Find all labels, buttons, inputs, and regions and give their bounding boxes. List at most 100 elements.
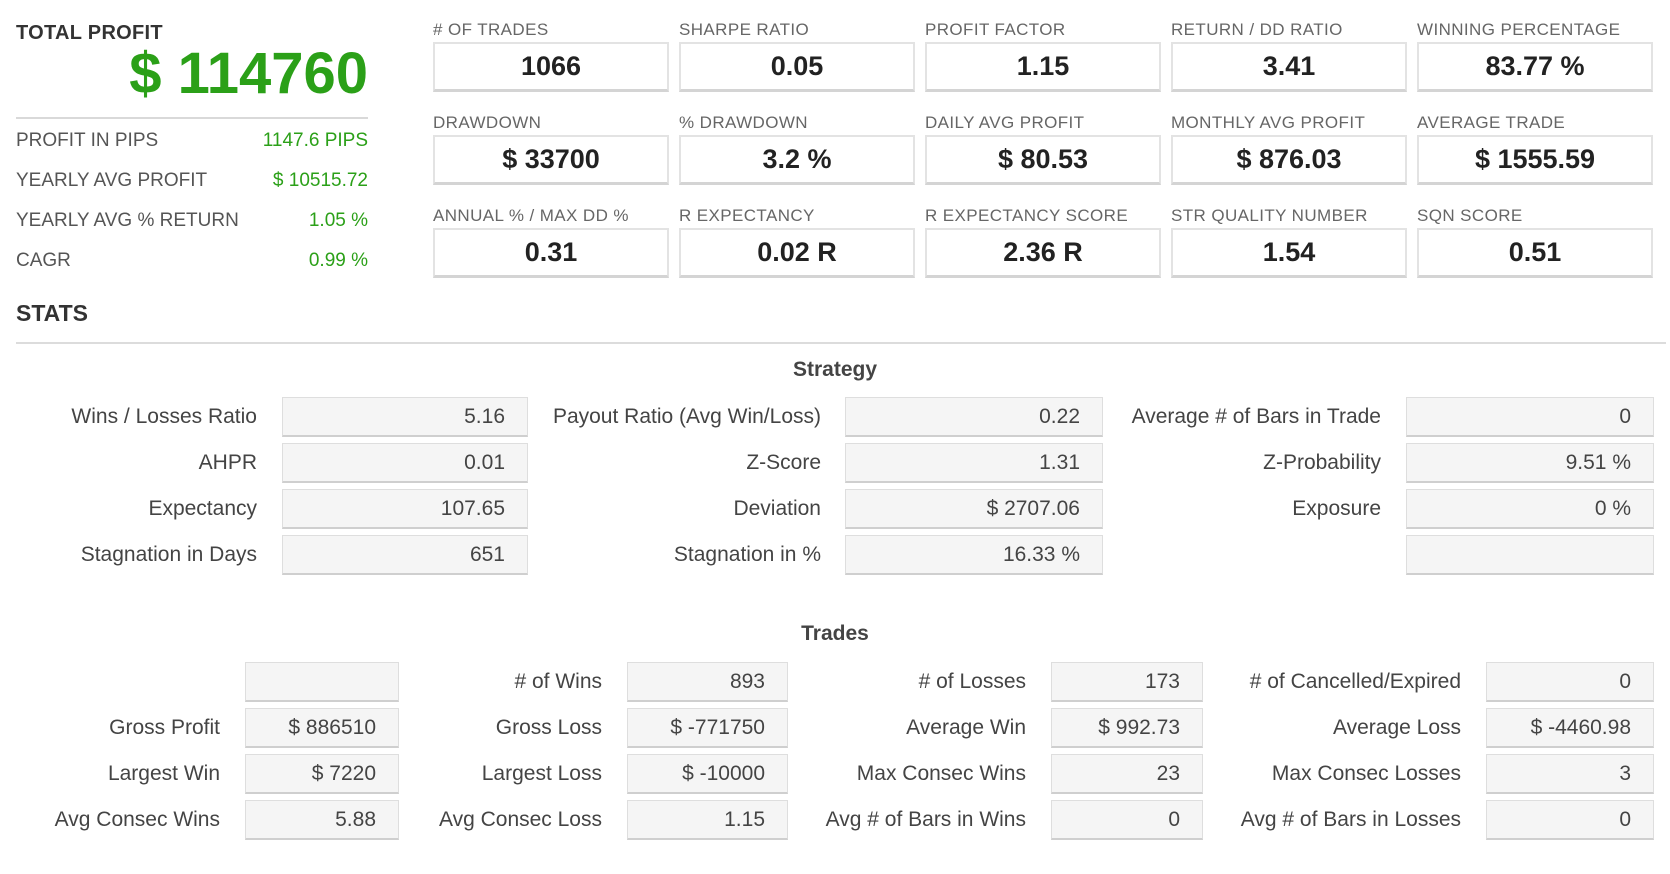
metric-label: RETURN / DD RATIO <box>1171 20 1343 39</box>
metrics-row: # OF TRADES 1066 SHARPE RATIO 0.05 PROFIT … <box>433 18 1653 111</box>
stat-value-gross-loss: $ -771750 <box>627 708 788 748</box>
stat-value-of-wins: 893 <box>627 662 788 702</box>
stat-value-of-losses: 173 <box>1051 662 1203 702</box>
stat-label-payout-ratio-avg-win-loss: Payout Ratio (Avg Win/Loss) <box>552 405 821 428</box>
stat-value-avg-consec-loss: 1.15 <box>627 800 788 840</box>
stat-label-largest-win: Largest Win <box>107 762 220 785</box>
summary-row-profit-in-pips: PROFIT IN PIPS 1147.6 PIPS <box>16 121 368 161</box>
stat-label-of-cancelled-expired: # of Cancelled/Expired <box>1249 670 1461 693</box>
stat-value-largest-loss: $ -10000 <box>627 754 788 794</box>
stat-label-max-consec-losses: Max Consec Losses <box>1271 762 1461 785</box>
stat-value-empty <box>245 662 399 702</box>
metrics-row: ANNUAL % / MAX DD % 0.31 R EXPECTANCY 0.02… <box>433 204 1653 297</box>
stat-value-stagnation-in: 16.33 % <box>845 535 1103 575</box>
metric-value: 0.02 R <box>679 228 915 278</box>
stat-value-avg-of-bars-in-wins: 0 <box>1051 800 1203 840</box>
metric-label: PROFIT FACTOR <box>925 20 1066 39</box>
metric-value: $ 33700 <box>433 135 669 185</box>
metric-percent-drawdown: % DRAWDOWN 3.2 % <box>679 111 915 204</box>
metric-value: 0.51 <box>1417 228 1653 278</box>
metric-value: 2.36 R <box>925 228 1161 278</box>
metric-value: 3.2 % <box>679 135 915 185</box>
metric-annual-max-dd: ANNUAL % / MAX DD % 0.31 <box>433 204 669 297</box>
metric-sqn-score: SQN SCORE 0.51 <box>1417 204 1653 297</box>
trades-section-title: Trades <box>801 622 869 645</box>
stat-label-average-of-bars-in-trade: Average # of Bars in Trade <box>1131 405 1381 428</box>
stat-label-avg-of-bars-in-losses: Avg # of Bars in Losses <box>1240 808 1461 831</box>
metrics-row: DRAWDOWN $ 33700 % DRAWDOWN 3.2 % DAILY AV… <box>433 111 1653 204</box>
summary-value: 1.05 % <box>308 210 368 231</box>
stat-value-stagnation-in-days: 651 <box>282 535 528 575</box>
metric-value: 1.54 <box>1171 228 1407 278</box>
metric-label: % DRAWDOWN <box>679 113 808 132</box>
metric-str-quality-number: STR QUALITY NUMBER 1.54 <box>1171 204 1407 297</box>
stat-value-largest-win: $ 7220 <box>245 754 399 794</box>
stat-label-avg-consec-wins: Avg Consec Wins <box>54 808 220 831</box>
stat-value-empty <box>1406 535 1654 575</box>
strategy-section-title: Strategy <box>792 358 878 381</box>
stat-label-expectancy: Expectancy <box>148 497 257 520</box>
summary-label: PROFIT IN PIPS <box>16 130 159 151</box>
stat-label-z-score: Z-Score <box>746 451 821 474</box>
stat-label-wins-losses-ratio: Wins / Losses Ratio <box>71 405 257 428</box>
stat-value-max-consec-wins: 23 <box>1051 754 1203 794</box>
stat-value-of-cancelled-expired: 0 <box>1486 662 1654 702</box>
stat-value-gross-profit: $ 886510 <box>245 708 399 748</box>
stat-value-average-loss: $ -4460.98 <box>1486 708 1654 748</box>
metrics-grid: # OF TRADES 1066 SHARPE RATIO 0.05 PROFIT … <box>433 18 1653 297</box>
metric-r-expectancy: R EXPECTANCY 0.02 R <box>679 204 915 297</box>
divider <box>16 117 368 119</box>
summary-row-yearly-avg-return: YEARLY AVG % RETURN 1.05 % <box>16 201 368 241</box>
summary-value: 1147.6 PIPS <box>262 130 368 151</box>
metric-label: DRAWDOWN <box>433 113 542 132</box>
metric-average-trade: AVERAGE TRADE $ 1555.59 <box>1417 111 1653 204</box>
stat-value-z-probability: 9.51 % <box>1406 443 1654 483</box>
metric-r-expectancy-score: R EXPECTANCY SCORE 2.36 R <box>925 204 1161 297</box>
summary-label: CAGR <box>16 250 71 271</box>
stat-label-stagnation-in-days: Stagnation in Days <box>80 543 257 566</box>
stat-value-expectancy: 107.65 <box>282 489 528 529</box>
metric-value: $ 1555.59 <box>1417 135 1653 185</box>
metric-value: $ 80.53 <box>925 135 1161 185</box>
metric-label: AVERAGE TRADE <box>1417 113 1566 132</box>
stat-label-of-losses: # of Losses <box>918 670 1026 693</box>
metric-value: 0.05 <box>679 42 915 92</box>
metric-value: 0.31 <box>433 228 669 278</box>
metric-value: 83.77 % <box>1417 42 1653 92</box>
metric-monthly-avg-profit: MONTHLY AVG PROFIT $ 876.03 <box>1171 111 1407 204</box>
total-profit-panel: TOTAL PROFIT $ 114760 PROFIT IN PIPS 114… <box>16 22 368 281</box>
metric-sharpe-ratio: SHARPE RATIO 0.05 <box>679 18 915 111</box>
metric-daily-avg-profit: DAILY AVG PROFIT $ 80.53 <box>925 111 1161 204</box>
stat-label-stagnation-in: Stagnation in % <box>673 543 821 566</box>
metric-label: DAILY AVG PROFIT <box>925 113 1085 132</box>
metric-return-dd-ratio: RETURN / DD RATIO 3.41 <box>1171 18 1407 111</box>
metric-value: 1066 <box>433 42 669 92</box>
stat-value-average-of-bars-in-trade: 0 <box>1406 397 1654 437</box>
metric-label: R EXPECTANCY SCORE <box>925 206 1129 225</box>
stat-value-avg-of-bars-in-losses: 0 <box>1486 800 1654 840</box>
metric-trades-count: # OF TRADES 1066 <box>433 18 669 111</box>
stat-label-deviation: Deviation <box>733 497 821 520</box>
stat-label-z-probability: Z-Probability <box>1263 451 1381 474</box>
stat-value-exposure: 0 % <box>1406 489 1654 529</box>
summary-label: YEARLY AVG PROFIT <box>16 170 208 191</box>
stat-value-max-consec-losses: 3 <box>1486 754 1654 794</box>
metric-profit-factor: PROFIT FACTOR 1.15 <box>925 18 1161 111</box>
summary-row-yearly-avg-profit: YEARLY AVG PROFIT $ 10515.72 <box>16 161 368 201</box>
stat-label-exposure: Exposure <box>1292 497 1381 520</box>
metric-winning-percentage: WINNING PERCENTAGE 83.77 % <box>1417 18 1653 111</box>
stat-value-ahpr: 0.01 <box>282 443 528 483</box>
metric-label: ANNUAL % / MAX DD % <box>433 206 629 225</box>
metric-label: WINNING PERCENTAGE <box>1417 20 1621 39</box>
divider <box>16 342 1666 344</box>
stat-label-ahpr: AHPR <box>198 451 257 474</box>
metric-label: R EXPECTANCY <box>679 206 815 225</box>
metric-label: STR QUALITY NUMBER <box>1171 206 1368 225</box>
stat-label-average-win: Average Win <box>906 716 1026 739</box>
total-profit-value: $ 114760 <box>129 41 368 106</box>
stat-label-gross-loss: Gross Loss <box>495 716 602 739</box>
stat-label-max-consec-wins: Max Consec Wins <box>856 762 1026 785</box>
stat-label-gross-profit: Gross Profit <box>109 716 220 739</box>
metric-value: 3.41 <box>1171 42 1407 92</box>
summary-value: 0.99 % <box>308 250 368 271</box>
